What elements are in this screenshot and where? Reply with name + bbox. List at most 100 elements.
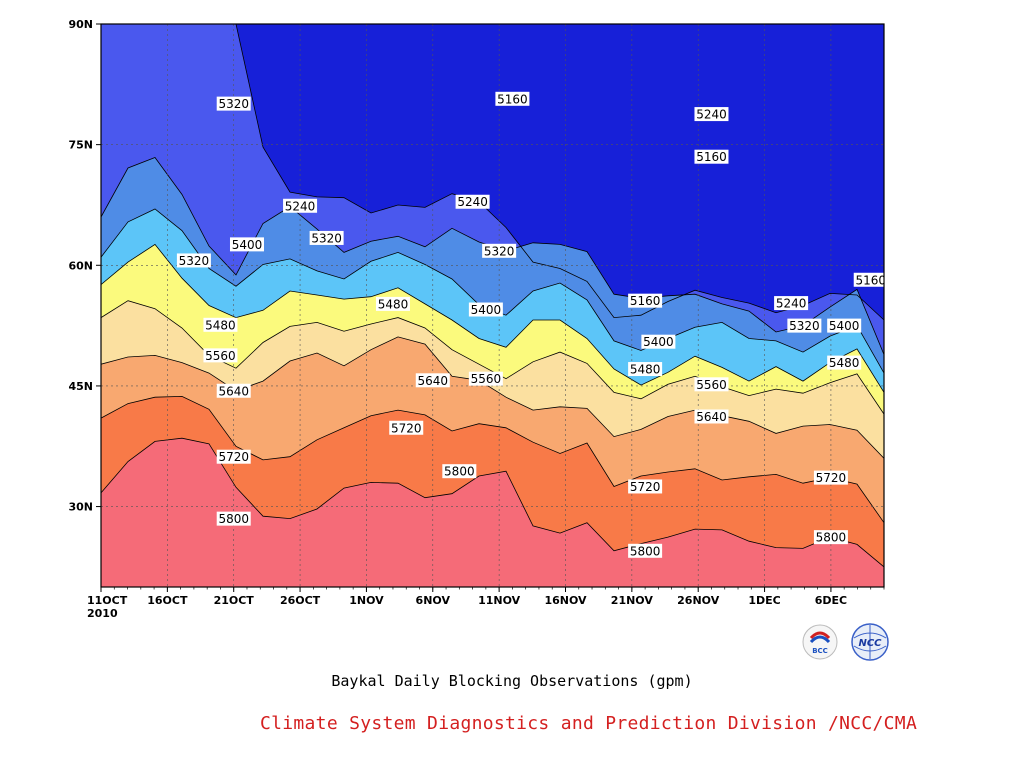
svg-text:5240: 5240 — [776, 297, 807, 311]
contour-label-5320: 5320 — [787, 318, 822, 333]
contour-label-5240: 5240 — [283, 198, 318, 213]
plot-frame — [100, 23, 885, 588]
svg-text:5480: 5480 — [205, 318, 236, 332]
svg-text:5480: 5480 — [630, 363, 661, 377]
x-tick-label: 11NOV — [478, 594, 521, 607]
contour-label-5400: 5400 — [229, 237, 264, 252]
contour-label-5560: 5560 — [468, 371, 503, 386]
ncc-logo: NCC — [851, 623, 889, 661]
contour-label-5640: 5640 — [694, 409, 729, 424]
contour-label-5320: 5320 — [309, 230, 344, 245]
contour-label-5800: 5800 — [216, 511, 251, 526]
svg-text:5480: 5480 — [378, 297, 409, 311]
x-tick-label: 1DEC — [748, 594, 780, 607]
ncc-logo-text: NCC — [858, 638, 882, 649]
svg-text:5560: 5560 — [696, 378, 727, 392]
contour-line-5720 — [101, 395, 884, 523]
x-tick-label: 26NOV — [677, 594, 720, 607]
contour-label-5320: 5320 — [482, 243, 517, 258]
x-tick-label: 16OCT — [147, 594, 188, 607]
credit-line: Climate System Diagnostics and Predictio… — [260, 713, 918, 734]
svg-text:5560: 5560 — [205, 349, 236, 363]
svg-text:5240: 5240 — [696, 108, 727, 122]
contour-label-5720: 5720 — [389, 420, 424, 435]
svg-text:5720: 5720 — [816, 471, 847, 485]
chart-title: Baykal Daily Blocking Observations (gpm) — [331, 672, 693, 690]
band-fill-5800 — [101, 438, 884, 587]
x-tick-label: 26OCT — [280, 594, 321, 607]
x-tick-label: 2010 — [87, 607, 118, 620]
x-tick-label: 6NOV — [416, 594, 451, 607]
x-tick-label: 16NOV — [544, 594, 587, 607]
svg-text:5320: 5320 — [484, 244, 515, 258]
contour-label-5320: 5320 — [176, 253, 211, 268]
y-tick-label: 75N — [68, 139, 93, 152]
contour-label-5160: 5160 — [853, 272, 886, 287]
plot-area: 5800 5800 5800 5800 5720 5720 5720 5720 5640 5640… — [101, 24, 886, 587]
contour-label-5560: 5560 — [694, 377, 729, 392]
bcc-logo-text: BCC — [812, 647, 828, 655]
agency-logos: BCC NCC — [802, 623, 889, 661]
contour-label-5400: 5400 — [468, 302, 503, 317]
svg-text:5320: 5320 — [179, 254, 210, 268]
contour-label-5160: 5160 — [495, 91, 530, 106]
svg-text:5720: 5720 — [391, 421, 422, 435]
svg-text:5400: 5400 — [471, 303, 502, 317]
svg-text:5160: 5160 — [497, 92, 528, 106]
contour-label-5560: 5560 — [203, 348, 238, 363]
contour-label-5720: 5720 — [813, 470, 848, 485]
svg-text:5160: 5160 — [696, 150, 727, 164]
contour-label-5640: 5640 — [415, 373, 450, 388]
x-tick-label: 21NOV — [611, 594, 654, 607]
x-tick-label: 21OCT — [214, 594, 255, 607]
contour-label-5800: 5800 — [628, 543, 663, 558]
contour-chart: 5800 5800 5800 5800 5720 5720 5720 5720 5640 5640… — [68, 18, 886, 620]
svg-text:5800: 5800 — [816, 531, 847, 545]
y-tick-label: 45N — [68, 380, 93, 393]
x-tick-label: 1NOV — [349, 594, 384, 607]
y-tick-label: 90N — [68, 18, 93, 31]
svg-text:5320: 5320 — [311, 231, 342, 245]
contour-label-5800: 5800 — [442, 464, 477, 479]
contour-line-5560 — [101, 300, 884, 415]
contour-label-5480: 5480 — [203, 317, 238, 332]
y-tick-label: 30N — [68, 501, 93, 514]
svg-text:5400: 5400 — [643, 335, 674, 349]
svg-text:5800: 5800 — [444, 465, 475, 479]
x-tick-label: 11OCT — [87, 594, 128, 607]
svg-text:5480: 5480 — [829, 356, 860, 370]
contour-label-5400: 5400 — [827, 318, 862, 333]
contour-label-5160: 5160 — [694, 149, 729, 164]
svg-text:5400: 5400 — [232, 238, 263, 252]
contour-line-5800 — [101, 437, 884, 568]
svg-text:5400: 5400 — [829, 319, 860, 333]
contour-label-5480: 5480 — [628, 362, 663, 377]
contour-label-5480: 5480 — [375, 296, 410, 311]
bcc-logo: BCC — [802, 624, 838, 660]
svg-text:5640: 5640 — [218, 384, 249, 398]
contour-label-5800: 5800 — [813, 530, 848, 545]
svg-text:5800: 5800 — [630, 544, 661, 558]
svg-text:5160: 5160 — [630, 294, 661, 308]
contour-label-5720: 5720 — [628, 479, 663, 494]
contour-label-5240: 5240 — [694, 107, 729, 122]
contour-label-5480: 5480 — [827, 355, 862, 370]
y-tick-label: 60N — [68, 259, 93, 272]
contour-label-5640: 5640 — [216, 383, 251, 398]
svg-text:5560: 5560 — [471, 372, 502, 386]
contour-label-5400: 5400 — [641, 334, 676, 349]
svg-text:5240: 5240 — [285, 199, 316, 213]
contour-label-5320: 5320 — [216, 96, 251, 111]
svg-text:5640: 5640 — [696, 410, 727, 424]
svg-text:5320: 5320 — [218, 97, 249, 111]
contour-label-5240: 5240 — [774, 296, 809, 311]
contour-label-5160: 5160 — [628, 293, 663, 308]
svg-text:5240: 5240 — [457, 195, 488, 209]
contour-line-5240 — [101, 24, 884, 321]
x-tick-label: 6DEC — [815, 594, 847, 607]
contour-label-5240: 5240 — [455, 194, 490, 209]
svg-text:5640: 5640 — [418, 374, 449, 388]
svg-text:5160: 5160 — [855, 273, 886, 287]
contour-label-5720: 5720 — [216, 449, 251, 464]
svg-text:5320: 5320 — [789, 319, 820, 333]
